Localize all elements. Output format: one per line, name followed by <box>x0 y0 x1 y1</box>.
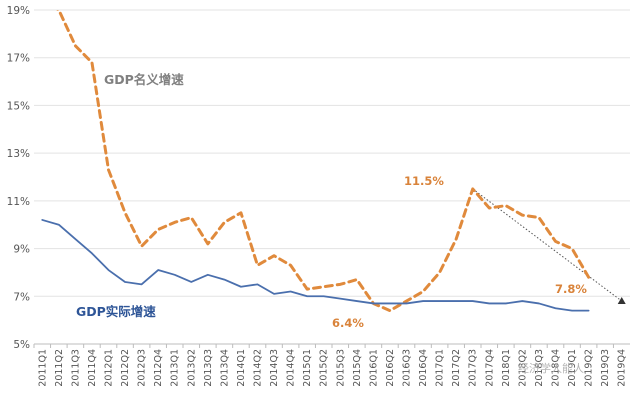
y-tick-label: 11% <box>7 196 30 208</box>
x-tick-label: 2017Q3 <box>468 349 479 387</box>
x-tick-label: 2017Q2 <box>451 349 462 387</box>
x-tick-label: 2011Q3 <box>70 349 81 387</box>
gridlines <box>34 9 630 345</box>
x-tick-label: 2013Q3 <box>203 349 214 387</box>
x-tick-label: 2015Q4 <box>352 349 363 387</box>
watermark: 经济学人能人 <box>518 361 584 375</box>
series-line-nominal <box>56 10 591 313</box>
x-tick-label: 2013Q1 <box>170 349 181 387</box>
x-tick-label: 2019Q3 <box>600 349 611 387</box>
x-tick-label: 2016Q3 <box>402 349 413 387</box>
x-tick-label: 2012Q2 <box>120 349 131 387</box>
trend-marker <box>617 297 626 305</box>
x-tick-label: 2014Q3 <box>269 349 280 387</box>
annotations: GDP名义增速 GDP实际增速 11.5% 6.4% 7.8% 经济学人能人 <box>76 72 587 375</box>
x-tick-label: 2011Q2 <box>54 349 65 387</box>
y-tick-label: 5% <box>13 339 30 351</box>
trend-line <box>472 188 623 302</box>
x-tick-label: 2018Q4 <box>551 349 562 387</box>
annotation-low: 6.4% <box>332 316 364 330</box>
y-tick-label: 15% <box>7 100 30 112</box>
x-tick-label: 2015Q1 <box>302 349 313 387</box>
x-tick-label: 2016Q1 <box>368 349 379 387</box>
x-tick-label: 2015Q2 <box>319 349 330 387</box>
x-tick-label: 2013Q2 <box>186 349 197 387</box>
y-tick-label: 9% <box>13 244 30 256</box>
series-line-real <box>41 219 590 312</box>
x-tick-label: 2011Q1 <box>37 349 48 387</box>
x-tick-label: 2018Q2 <box>517 349 528 387</box>
annotation-latest: 7.8% <box>555 282 587 296</box>
y-axis: 5% 7% 9% 11% 13% 15% 17% 19% <box>7 5 30 351</box>
x-tick-label: 2015Q3 <box>335 349 346 387</box>
x-tick-label: 2017Q4 <box>484 349 495 387</box>
series-label-nominal: GDP名义增速 <box>104 72 184 87</box>
y-tick-label: 19% <box>7 5 30 17</box>
x-tick-label: 2019Q4 <box>617 349 628 387</box>
x-tick-label: 2012Q4 <box>153 349 164 387</box>
y-tick-label: 7% <box>13 291 30 303</box>
y-tick-label: 13% <box>7 148 30 160</box>
x-axis: 2011Q1 2011Q2 2011Q3 2011Q4 2012Q1 2012Q2 2012… <box>33 344 628 387</box>
annotation-peak: 11.5% <box>404 174 444 188</box>
x-tick-label: 2019Q2 <box>584 349 595 387</box>
x-tick-label: 2016Q2 <box>385 349 396 387</box>
series-label-real: GDP实际增速 <box>76 304 156 319</box>
series-lines <box>41 10 626 313</box>
x-tick-label: 2014Q2 <box>253 349 264 387</box>
y-tick-label: 17% <box>7 53 30 65</box>
x-tick-label: 2016Q4 <box>418 349 429 387</box>
x-tick-label: 2018Q1 <box>501 349 512 387</box>
x-tick-label: 2013Q4 <box>219 349 230 387</box>
x-tick-label: 2018Q3 <box>534 349 545 387</box>
x-tick-label: 2011Q4 <box>87 349 98 387</box>
x-tick-label: 2017Q1 <box>435 349 446 387</box>
x-tick-label: 2014Q1 <box>236 349 247 387</box>
x-tick-label: 2014Q4 <box>286 349 297 387</box>
x-tick-label: 2012Q3 <box>137 349 148 387</box>
series-group <box>56 10 591 313</box>
x-tick-label: 2019Q1 <box>567 349 578 387</box>
x-tick-label: 2012Q1 <box>104 349 115 387</box>
series-group <box>41 219 590 312</box>
